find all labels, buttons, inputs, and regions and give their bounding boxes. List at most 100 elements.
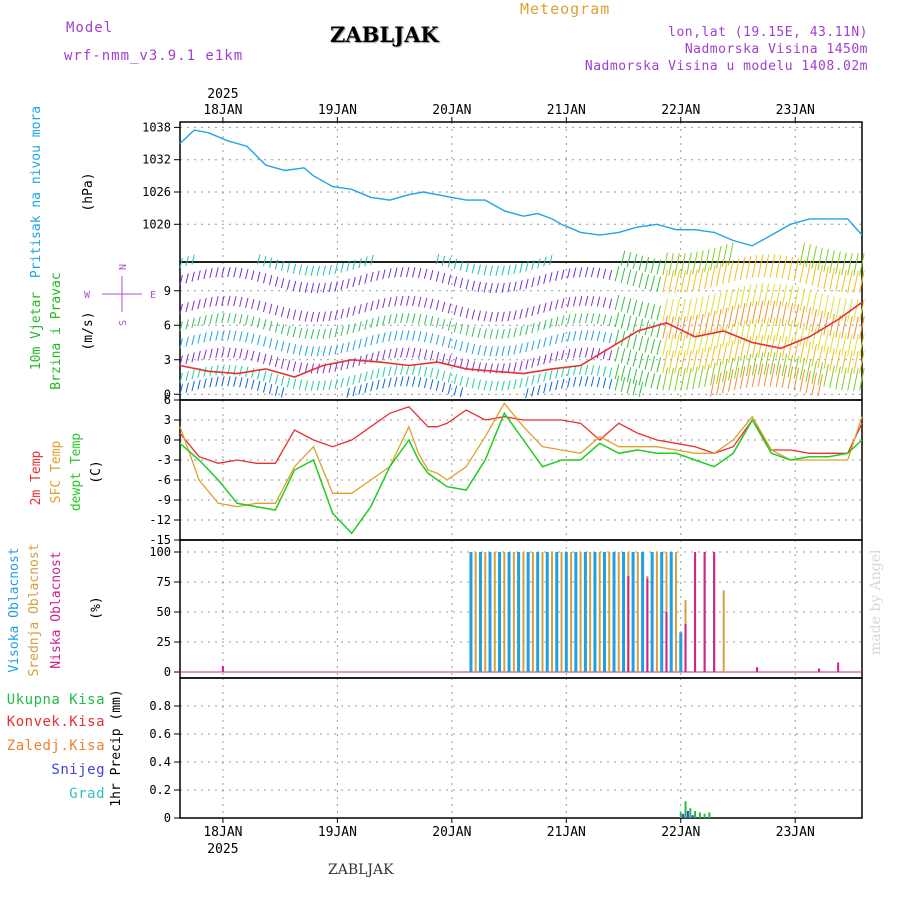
wind-arrow (781, 301, 788, 325)
cloud-bar (665, 612, 668, 672)
wind-arrow (632, 253, 638, 269)
precip-bar (684, 801, 687, 818)
cloud-bar (837, 662, 840, 672)
wind-arrow (358, 384, 362, 395)
wind-arrow (316, 380, 321, 391)
wind-arrow (781, 284, 788, 308)
wind-arrow (704, 249, 710, 272)
wind-arrow (835, 332, 841, 355)
wind-arrow (799, 323, 806, 346)
wind-arrow (316, 329, 321, 340)
wind-arrow (417, 313, 422, 324)
wind-arrow (668, 299, 674, 322)
wind-arrow (483, 311, 487, 322)
wind-arrow (620, 365, 626, 381)
wind-arrow (495, 283, 499, 294)
wind-arrow (751, 364, 758, 387)
wind-arrow (602, 377, 607, 388)
wind-arrow (257, 271, 261, 282)
wind-arrow (525, 376, 529, 387)
wind-arrow (555, 270, 559, 281)
wind-arrow (435, 317, 440, 328)
wind-arrow (227, 347, 231, 358)
wind-arrow (280, 324, 285, 335)
wind-arrow (698, 348, 704, 371)
wind-arrow (626, 378, 632, 394)
wind-arrow (650, 356, 656, 372)
y-tick-label: 50 (157, 605, 171, 619)
wind-arrow (340, 325, 344, 337)
wind-arrow (292, 326, 297, 337)
wind-arrow (674, 299, 680, 322)
wind-arrow (489, 380, 493, 391)
cloud-bar (602, 552, 606, 672)
wind-arrow (262, 273, 267, 284)
wind-arrow (358, 321, 362, 332)
wind-arrow (513, 264, 517, 275)
cloud-bar (627, 576, 630, 672)
wind-arrow (531, 323, 535, 334)
wind-arrow (274, 259, 279, 270)
wind-arrow (739, 302, 746, 326)
wind-arrow (179, 321, 183, 332)
wind-arrow (733, 338, 740, 362)
wind-arrow (638, 370, 644, 386)
wind-arrow-field (179, 242, 865, 399)
wind-arrow (722, 290, 728, 313)
wind-arrow (555, 351, 559, 362)
temp-unit: (C) (89, 460, 104, 483)
wind-arrow (388, 377, 392, 388)
wind-arrow (716, 291, 722, 315)
wind-arrow (322, 328, 326, 339)
wind-arrow (680, 298, 686, 322)
wind-arrow (692, 268, 698, 292)
wind-arrow (733, 287, 740, 310)
wind-arrow (513, 344, 517, 355)
wind-arrow (710, 293, 716, 317)
wind-arrow (191, 335, 195, 346)
wind-arrow (215, 313, 219, 324)
wind-arrow (519, 262, 523, 274)
wind-arrow (680, 350, 686, 374)
y-tick-label: -3 (157, 453, 171, 467)
wind-arrow (853, 316, 859, 340)
pressure-unit: (hPa) (81, 172, 96, 211)
wind-arrow (376, 368, 380, 379)
wind-arrow (423, 349, 428, 360)
wind-arrow (489, 346, 493, 357)
wind-arrow (268, 303, 273, 314)
compass-w-label: W (84, 290, 91, 301)
precip-bar (703, 813, 706, 818)
wind-arrow (274, 357, 279, 368)
wind-arrow (441, 318, 446, 330)
wind-arrow (620, 250, 626, 266)
wind-arrow (692, 297, 698, 321)
wind-arrow (304, 282, 309, 293)
wind-arrow (227, 267, 231, 278)
wind-arrow (453, 276, 458, 287)
wind-arrow (423, 297, 428, 308)
cloud-bar (650, 552, 654, 672)
wind-arrow (257, 317, 261, 328)
wind-arrow (722, 307, 728, 331)
cloud-bar (598, 552, 601, 672)
wind-arrow (829, 267, 835, 291)
wind-arrow (328, 282, 332, 293)
wind-arrow (799, 369, 806, 392)
wind-arrow (203, 297, 207, 308)
wind-arrow (626, 367, 632, 383)
temp-dewp-title: dewpt Temp (69, 433, 84, 511)
model-label: Model (66, 20, 114, 36)
cloud-bar (478, 552, 482, 672)
wind-arrow (823, 312, 829, 336)
wind-arrow (525, 278, 529, 289)
wind-arrow (233, 296, 237, 307)
wind-arrow (596, 365, 601, 376)
wind-arrow (179, 372, 183, 383)
wind-arrow (757, 300, 764, 324)
wind-arrow (596, 267, 601, 278)
precip-legend-item: Snijeg (51, 762, 105, 778)
wind-arrow (251, 367, 255, 379)
wind-arrow (763, 317, 770, 341)
wind-arrow (739, 285, 746, 309)
